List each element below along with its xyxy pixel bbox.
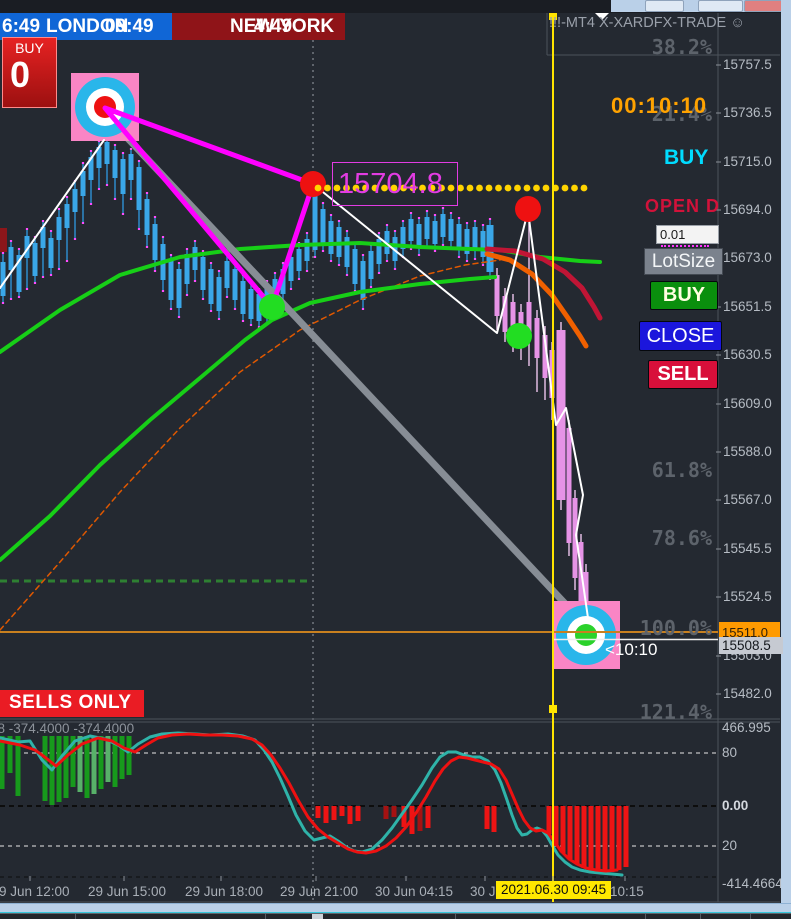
- price-axis-label: 15673.0: [723, 250, 772, 265]
- oneclick-count: 0: [10, 54, 31, 95]
- price-axis-label: 15482.0: [723, 686, 772, 701]
- buy-button[interactable]: BUY: [650, 281, 718, 310]
- time-axis-label: 10:15: [610, 884, 644, 899]
- indicator-axis-label: 80: [722, 745, 738, 760]
- price-axis-label: 15757.5: [723, 57, 772, 72]
- time-axis-label: 30 Jun 04:15: [375, 884, 454, 899]
- active-chart-tab[interactable]: [312, 914, 323, 919]
- time-axis-label: 29 Jun 18:00: [185, 884, 264, 899]
- london-label: LONDON: [46, 16, 129, 37]
- bid-price-tag: 15508.5: [719, 637, 783, 654]
- oneclick-trade-widget[interactable]: BUY 0: [2, 37, 57, 108]
- price-axis-label: 15630.5: [723, 347, 772, 362]
- price-axis-label: 15545.5: [723, 541, 772, 556]
- indicator-axis-label: 466.995: [722, 720, 771, 735]
- magenta-dots-decoration: [661, 245, 709, 247]
- indicator-axis-label: -414.4664: [722, 876, 783, 891]
- chart-tab-bar[interactable]: [0, 913, 791, 919]
- indicator-values-text: 58 -374.4000 -374.4000: [0, 721, 135, 736]
- newyork-label: NEW YORK: [230, 16, 335, 37]
- close-button[interactable]: [744, 0, 791, 12]
- lot-size-label: LotSize: [644, 248, 723, 275]
- horizontal-scrollbar[interactable]: [0, 903, 791, 913]
- price-axis-label: 15567.0: [723, 492, 772, 507]
- price-axis-label: 15736.5: [723, 105, 772, 120]
- ask-price-tag: 15511.0: [719, 622, 780, 637]
- time-axis-label: 30 Ju: [470, 884, 504, 899]
- session-bar-london: 6:49 LONDON 09:49: [0, 13, 172, 40]
- indicator-axis-label: 20: [722, 838, 738, 853]
- newyork-time: 4:49: [254, 16, 293, 37]
- crosshair-date-tag: 2021.06.30 09:45: [496, 881, 612, 899]
- bar-close-countdown: <10:10: [605, 640, 658, 659]
- window-right-border: [781, 0, 791, 919]
- price-axis-label: 15715.0: [723, 154, 772, 169]
- oneclick-buy-label[interactable]: BUY: [15, 40, 44, 56]
- chart-title: !!!-MT4 X-XARDFX-TRADE ☺: [549, 15, 746, 31]
- price-axis-label: 15694.0: [723, 202, 772, 217]
- price-axis-label: 15524.5: [723, 589, 772, 604]
- open-deals-label: OPEN D: [645, 196, 721, 216]
- session-bar-newyork: NEW YORK 4:49: [172, 13, 345, 40]
- signal-direction-label: BUY: [664, 146, 709, 169]
- window-titlebar-strip: [611, 0, 791, 12]
- time-axis-label: 29 Jun 21:00: [280, 884, 359, 899]
- candle-countdown-timer: 00:10:10: [611, 93, 708, 118]
- window-top-edge: [0, 0, 791, 13]
- close-button-panel[interactable]: CLOSE: [639, 321, 722, 351]
- time-axis-label: 9 Jun 12:00: [0, 884, 70, 899]
- sells-only-banner: SELLS ONLY: [0, 690, 144, 717]
- price-axis-label: 15651.5: [723, 299, 772, 314]
- minimize-button[interactable]: [645, 0, 684, 12]
- local-time: 6:49: [2, 16, 41, 37]
- time-axis-label: 29 Jun 15:00: [88, 884, 167, 899]
- london-time: 09:49: [105, 16, 154, 37]
- pivot-price-label[interactable]: 15704.8: [332, 162, 458, 206]
- price-axis-label: 15609.0: [723, 396, 772, 411]
- restore-button[interactable]: [698, 0, 743, 12]
- indicator-axis-label: 0.00: [722, 798, 749, 813]
- sell-button[interactable]: SELL: [648, 360, 718, 389]
- price-axis-label: 15588.0: [723, 444, 772, 459]
- lot-size-input[interactable]: 0.01: [656, 225, 719, 244]
